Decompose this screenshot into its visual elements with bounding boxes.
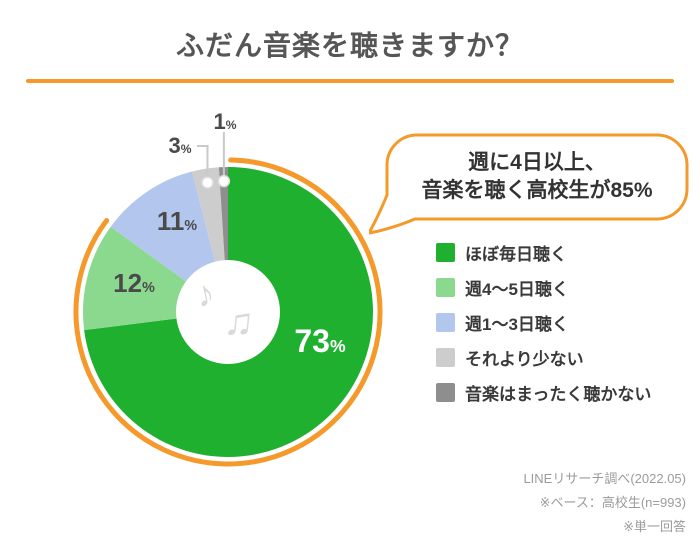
legend-item: 週1〜3日聴く [436, 313, 651, 334]
legend-swatch [436, 383, 455, 402]
legend-swatch [436, 313, 455, 332]
pie-value-label: 3% [168, 133, 192, 158]
legend-item: 週4〜5日聴く [436, 278, 651, 299]
legend-swatch [436, 348, 455, 367]
pie-value-label: 1% [213, 109, 237, 134]
source-line: ※単一回答 [623, 519, 686, 534]
legend-label: 音楽はまったく聴かない [465, 385, 652, 404]
highlight-arc [73, 157, 383, 467]
source-line: ※ベース：高校生(n=993) [539, 495, 686, 510]
title-underline [26, 79, 674, 83]
legend-label: 週1〜3日聴く [465, 315, 569, 334]
pie-value-label: 11% [156, 206, 198, 236]
leader-line [197, 145, 209, 183]
legend-swatch [436, 243, 455, 262]
legend-swatch [436, 278, 455, 297]
chart-legend: ほぼ毎日聴く 週4〜5日聴く 週1〜3日聴く それより少ない 音楽はまったく聴か… [436, 243, 651, 418]
donut-hole [176, 260, 280, 364]
source-line: LINEリサーチ調べ(2022.05) [523, 471, 686, 486]
callout-text: 週に4日以上、 音楽を聴く高校生が85% [421, 151, 653, 202]
leader-dot [201, 176, 214, 189]
legend-item: ほぼ毎日聴く [436, 243, 651, 264]
callout-bubble: 週に4日以上、 音楽を聴く高校生が85% [369, 133, 700, 261]
pie-value-label: 12% [113, 268, 155, 298]
callout-bubble-outline [369, 133, 689, 235]
pie-value-label: 73% [294, 323, 346, 359]
page-title: ふだん音楽を聴きますか？ [175, 30, 524, 61]
music-notes-icon: ♫ [221, 298, 257, 346]
leader-dot [217, 174, 231, 188]
legend-item: 音楽はまったく聴かない [436, 383, 652, 404]
legend-item: それより少ない [436, 348, 651, 369]
source-notes: LINEリサーチ調べ(2022.05) ※ベース：高校生(n=993) ※単一回… [523, 467, 686, 539]
legend-label: ほぼ毎日聴く [465, 245, 567, 264]
legend-label: それより少ない [465, 350, 584, 369]
legend-label: 週4〜5日聴く [465, 280, 569, 299]
